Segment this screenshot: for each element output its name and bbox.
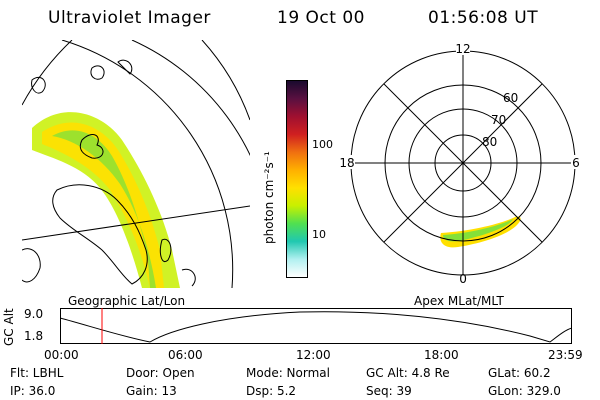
- map-label: Geographic Lat/Lon: [68, 294, 186, 308]
- polar-label: Apex MLat/MLT: [414, 294, 504, 308]
- mlt-label-12: 12: [455, 44, 470, 56]
- status-glon: GLon: 329.0: [488, 384, 561, 398]
- orbit-plot-frame: [60, 308, 572, 344]
- orbit-ytick-min: 1.8: [24, 329, 44, 343]
- mlat-label-80: 80: [482, 135, 497, 149]
- colorbar-unit-label: photon cm⁻²s⁻¹: [262, 151, 276, 244]
- latitude-line: [131, 40, 250, 157]
- colorbar: [286, 80, 308, 278]
- orbit-altitude-plot: [60, 308, 572, 344]
- orbit-xtick-2: 12:00: [296, 348, 331, 362]
- observation-time: 01:56:08 UT: [428, 8, 539, 28]
- orbit-altitude-curve: [60, 311, 572, 343]
- observation-date: 19 Oct 00: [277, 8, 365, 28]
- coastline: [159, 238, 172, 262]
- coastline: [79, 134, 104, 159]
- status-glat: GLat: 60.2: [488, 366, 551, 380]
- coastline: [181, 268, 196, 287]
- coastline: [117, 59, 133, 75]
- aurora-edge: [52, 130, 156, 288]
- mlt-line: [383, 83, 543, 243]
- instrument-title: Ultraviolet Imager: [48, 8, 211, 28]
- status-door: Door: Open: [126, 366, 195, 380]
- status-gain: Gain: 13: [126, 384, 177, 398]
- latitude-line: [201, 40, 250, 121]
- status-ip: IP: 36.0: [10, 384, 56, 398]
- polar-aurora-edge: [443, 219, 513, 242]
- status-gc-alt: GC Alt: 4.8 Re: [366, 366, 450, 380]
- longitude-line: [22, 205, 250, 241]
- orbit-ytick-max: 9.0: [24, 307, 44, 321]
- coastline: [31, 76, 46, 94]
- mlt-label-0: 0: [459, 272, 467, 286]
- colorbar-tick-100: 100: [312, 138, 333, 151]
- status-dsp: Dsp: 5.2: [246, 384, 297, 398]
- coastline: [52, 184, 148, 285]
- mlt-label-6: 6: [572, 156, 580, 170]
- orbit-ylabel: GC Alt: [2, 308, 16, 346]
- coastline: [22, 248, 41, 283]
- mlat-label-70: 70: [491, 113, 506, 127]
- polar-plot: 12 18 6 0 60 70 80: [339, 44, 581, 286]
- orbit-xtick-4: 23:59: [548, 348, 583, 362]
- status-mode: Mode: Normal: [246, 366, 330, 380]
- orbit-xtick-1: 06:00: [168, 348, 203, 362]
- latitude-line: [61, 40, 234, 288]
- latitude-line: [22, 40, 73, 106]
- orbit-xtick-3: 18:00: [424, 348, 459, 362]
- orbit-xtick-0: 00:00: [44, 348, 79, 362]
- status-seq: Seq: 39: [366, 384, 412, 398]
- mlt-label-18: 18: [339, 156, 354, 170]
- status-filter: Flt: LBHL: [10, 366, 64, 380]
- geographic-map: [22, 40, 250, 288]
- colorbar-tick-10: 10: [312, 228, 326, 241]
- coastline: [90, 65, 105, 80]
- mlat-label-60: 60: [503, 91, 518, 105]
